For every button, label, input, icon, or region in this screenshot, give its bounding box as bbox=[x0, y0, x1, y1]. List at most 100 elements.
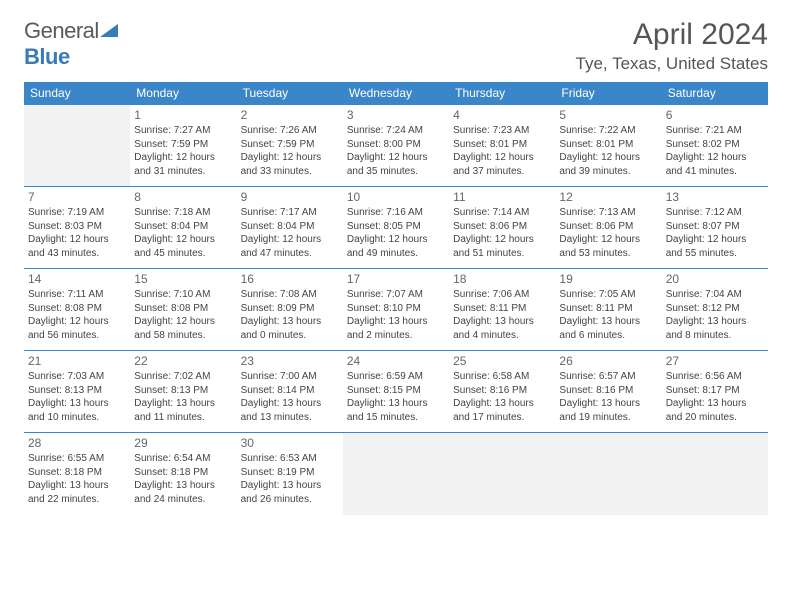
day-number: 19 bbox=[559, 271, 657, 287]
day-info-line: and 10 minutes. bbox=[28, 411, 126, 425]
day-info-line: Sunrise: 7:02 AM bbox=[134, 370, 232, 384]
day-info-line: Sunrise: 7:23 AM bbox=[453, 124, 551, 138]
day-number: 24 bbox=[347, 353, 445, 369]
day-info-line: Daylight: 13 hours bbox=[28, 397, 126, 411]
day-info-line: Daylight: 13 hours bbox=[347, 315, 445, 329]
calendar-cell: 13Sunrise: 7:12 AMSunset: 8:07 PMDayligh… bbox=[662, 187, 768, 269]
calendar-table: SundayMondayTuesdayWednesdayThursdayFrid… bbox=[24, 82, 768, 515]
day-number: 27 bbox=[666, 353, 764, 369]
calendar-cell: 30Sunrise: 6:53 AMSunset: 8:19 PMDayligh… bbox=[237, 433, 343, 515]
calendar-cell: 17Sunrise: 7:07 AMSunset: 8:10 PMDayligh… bbox=[343, 269, 449, 351]
calendar-cell: 25Sunrise: 6:58 AMSunset: 8:16 PMDayligh… bbox=[449, 351, 555, 433]
day-info-line: and 26 minutes. bbox=[241, 493, 339, 507]
day-info-line: Sunset: 8:10 PM bbox=[347, 302, 445, 316]
day-info-line: and 31 minutes. bbox=[134, 165, 232, 179]
day-info-line: Sunrise: 7:18 AM bbox=[134, 206, 232, 220]
day-info-line: Sunset: 8:09 PM bbox=[241, 302, 339, 316]
day-info-line: Sunset: 8:06 PM bbox=[559, 220, 657, 234]
calendar-header: SundayMondayTuesdayWednesdayThursdayFrid… bbox=[24, 82, 768, 105]
calendar-body: 1Sunrise: 7:27 AMSunset: 7:59 PMDaylight… bbox=[24, 105, 768, 515]
calendar-row: 14Sunrise: 7:11 AMSunset: 8:08 PMDayligh… bbox=[24, 269, 768, 351]
day-info-line: Daylight: 12 hours bbox=[453, 233, 551, 247]
day-info-line: Daylight: 12 hours bbox=[134, 315, 232, 329]
calendar-cell: 24Sunrise: 6:59 AMSunset: 8:15 PMDayligh… bbox=[343, 351, 449, 433]
day-info-line: Sunset: 8:11 PM bbox=[453, 302, 551, 316]
day-info-line: and 24 minutes. bbox=[134, 493, 232, 507]
calendar-cell: 14Sunrise: 7:11 AMSunset: 8:08 PMDayligh… bbox=[24, 269, 130, 351]
calendar-cell: 6Sunrise: 7:21 AMSunset: 8:02 PMDaylight… bbox=[662, 105, 768, 187]
day-info-line: Sunrise: 7:17 AM bbox=[241, 206, 339, 220]
day-info-line: Daylight: 12 hours bbox=[347, 233, 445, 247]
day-number: 28 bbox=[28, 435, 126, 451]
day-info-line: Sunrise: 7:14 AM bbox=[453, 206, 551, 220]
day-info-line: Daylight: 12 hours bbox=[241, 233, 339, 247]
day-info-line: and 49 minutes. bbox=[347, 247, 445, 261]
day-info-line: Daylight: 13 hours bbox=[559, 315, 657, 329]
day-number: 4 bbox=[453, 107, 551, 123]
day-info-line: and 56 minutes. bbox=[28, 329, 126, 343]
day-info-line: Sunrise: 7:06 AM bbox=[453, 288, 551, 302]
day-info-line: Sunrise: 6:55 AM bbox=[28, 452, 126, 466]
day-info-line: Daylight: 13 hours bbox=[241, 315, 339, 329]
day-info-line: and 43 minutes. bbox=[28, 247, 126, 261]
day-info-line: Sunrise: 7:21 AM bbox=[666, 124, 764, 138]
day-info-line: Sunset: 8:04 PM bbox=[134, 220, 232, 234]
day-info-line: Daylight: 12 hours bbox=[134, 233, 232, 247]
logo-triangle-icon bbox=[100, 24, 118, 38]
day-number: 6 bbox=[666, 107, 764, 123]
day-info-line: and 6 minutes. bbox=[559, 329, 657, 343]
day-header: Thursday bbox=[449, 82, 555, 105]
calendar-cell: 3Sunrise: 7:24 AMSunset: 8:00 PMDaylight… bbox=[343, 105, 449, 187]
day-info-line: Sunset: 8:08 PM bbox=[134, 302, 232, 316]
day-info-line: Daylight: 13 hours bbox=[241, 479, 339, 493]
day-info-line: Daylight: 12 hours bbox=[28, 315, 126, 329]
calendar-cell bbox=[662, 433, 768, 515]
day-info-line: Daylight: 12 hours bbox=[559, 233, 657, 247]
day-info-line: Sunset: 8:17 PM bbox=[666, 384, 764, 398]
day-info-line: Daylight: 13 hours bbox=[134, 397, 232, 411]
day-info-line: Sunset: 8:13 PM bbox=[28, 384, 126, 398]
calendar-cell: 9Sunrise: 7:17 AMSunset: 8:04 PMDaylight… bbox=[237, 187, 343, 269]
day-number: 7 bbox=[28, 189, 126, 205]
calendar-cell: 22Sunrise: 7:02 AMSunset: 8:13 PMDayligh… bbox=[130, 351, 236, 433]
day-info-line: Daylight: 13 hours bbox=[453, 397, 551, 411]
calendar-cell bbox=[24, 105, 130, 187]
day-info-line: Sunrise: 6:53 AM bbox=[241, 452, 339, 466]
calendar-cell: 18Sunrise: 7:06 AMSunset: 8:11 PMDayligh… bbox=[449, 269, 555, 351]
day-info-line: Sunrise: 7:08 AM bbox=[241, 288, 339, 302]
day-info-line: Daylight: 13 hours bbox=[453, 315, 551, 329]
day-info-line: and 19 minutes. bbox=[559, 411, 657, 425]
day-info-line: and 53 minutes. bbox=[559, 247, 657, 261]
day-info-line: Sunset: 8:18 PM bbox=[134, 466, 232, 480]
day-info-line: Sunrise: 6:54 AM bbox=[134, 452, 232, 466]
day-info-line: Sunset: 7:59 PM bbox=[134, 138, 232, 152]
day-info-line: Sunset: 8:11 PM bbox=[559, 302, 657, 316]
calendar-cell bbox=[555, 433, 661, 515]
day-number: 20 bbox=[666, 271, 764, 287]
day-number: 1 bbox=[134, 107, 232, 123]
day-number: 21 bbox=[28, 353, 126, 369]
day-info-line: Sunrise: 7:16 AM bbox=[347, 206, 445, 220]
day-info-line: Daylight: 13 hours bbox=[666, 397, 764, 411]
day-info-line: Sunrise: 7:13 AM bbox=[559, 206, 657, 220]
day-info-line: Daylight: 12 hours bbox=[453, 151, 551, 165]
day-info-line: Sunset: 8:16 PM bbox=[559, 384, 657, 398]
day-number: 25 bbox=[453, 353, 551, 369]
header: GeneralBlue April 2024 Tye, Texas, Unite… bbox=[24, 18, 768, 74]
day-info-line: Sunset: 8:19 PM bbox=[241, 466, 339, 480]
day-info-line: Sunrise: 7:12 AM bbox=[666, 206, 764, 220]
day-info-line: Sunset: 8:03 PM bbox=[28, 220, 126, 234]
day-info-line: and 51 minutes. bbox=[453, 247, 551, 261]
day-info-line: Sunrise: 7:22 AM bbox=[559, 124, 657, 138]
day-number: 30 bbox=[241, 435, 339, 451]
day-info-line: Sunset: 8:13 PM bbox=[134, 384, 232, 398]
day-info-line: Sunrise: 7:05 AM bbox=[559, 288, 657, 302]
logo-word2: Blue bbox=[24, 44, 70, 69]
day-info-line: Sunrise: 6:59 AM bbox=[347, 370, 445, 384]
day-info-line: Sunrise: 7:24 AM bbox=[347, 124, 445, 138]
day-info-line: Sunset: 7:59 PM bbox=[241, 138, 339, 152]
day-info-line: Daylight: 13 hours bbox=[666, 315, 764, 329]
calendar-cell: 27Sunrise: 6:56 AMSunset: 8:17 PMDayligh… bbox=[662, 351, 768, 433]
calendar-cell: 19Sunrise: 7:05 AMSunset: 8:11 PMDayligh… bbox=[555, 269, 661, 351]
day-info-line: Sunrise: 7:19 AM bbox=[28, 206, 126, 220]
